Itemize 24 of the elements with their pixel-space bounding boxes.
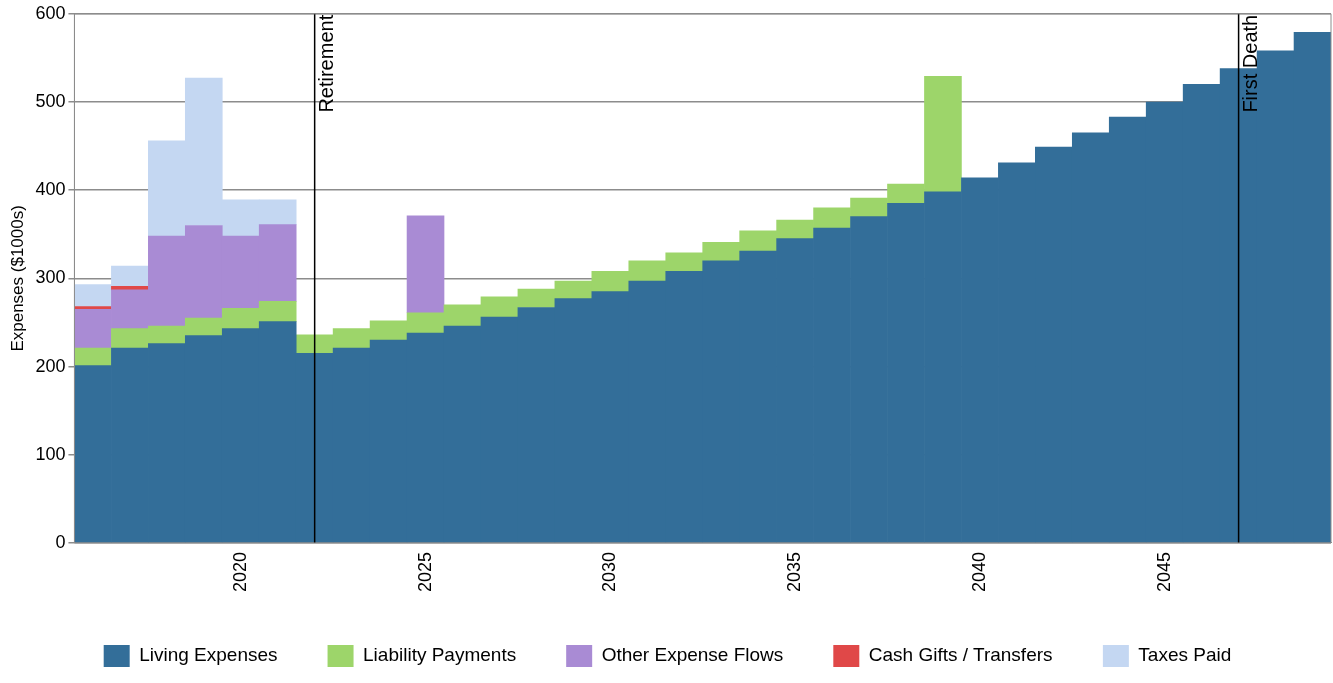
x-tick-label: 2020 bbox=[229, 551, 250, 592]
ref-line-label: First Death bbox=[1239, 14, 1262, 113]
y-axis-title: Expenses ($1000s) bbox=[7, 205, 27, 352]
x-tick-label: 2040 bbox=[968, 551, 989, 592]
y-tick-label: 300 bbox=[35, 267, 66, 288]
legend-label: Liability Payments bbox=[363, 644, 517, 666]
x-tick-label: 2030 bbox=[599, 551, 620, 592]
legend-label: Taxes Paid bbox=[1138, 644, 1232, 666]
bar bbox=[74, 347, 112, 367]
y-tick-label: 100 bbox=[35, 443, 66, 464]
y-tick-label: 400 bbox=[35, 179, 66, 200]
x-tick-label: 2025 bbox=[414, 551, 435, 592]
legend-label: Cash Gifts / Transfers bbox=[868, 644, 1053, 666]
legend-label: Living Expenses bbox=[139, 644, 278, 666]
x-tick-label: 2035 bbox=[784, 551, 805, 592]
bar bbox=[111, 285, 149, 291]
y-tick-label: 600 bbox=[35, 2, 66, 23]
y-tick-label: 500 bbox=[35, 90, 66, 111]
y-tick-label: 0 bbox=[55, 531, 66, 552]
y-tick-label: 200 bbox=[35, 355, 66, 376]
x-tick-label: 2045 bbox=[1153, 551, 1174, 592]
legend-label: Other Expense Flows bbox=[601, 644, 784, 666]
bar bbox=[406, 215, 445, 314]
ref-line-label: Retirement bbox=[315, 14, 338, 113]
